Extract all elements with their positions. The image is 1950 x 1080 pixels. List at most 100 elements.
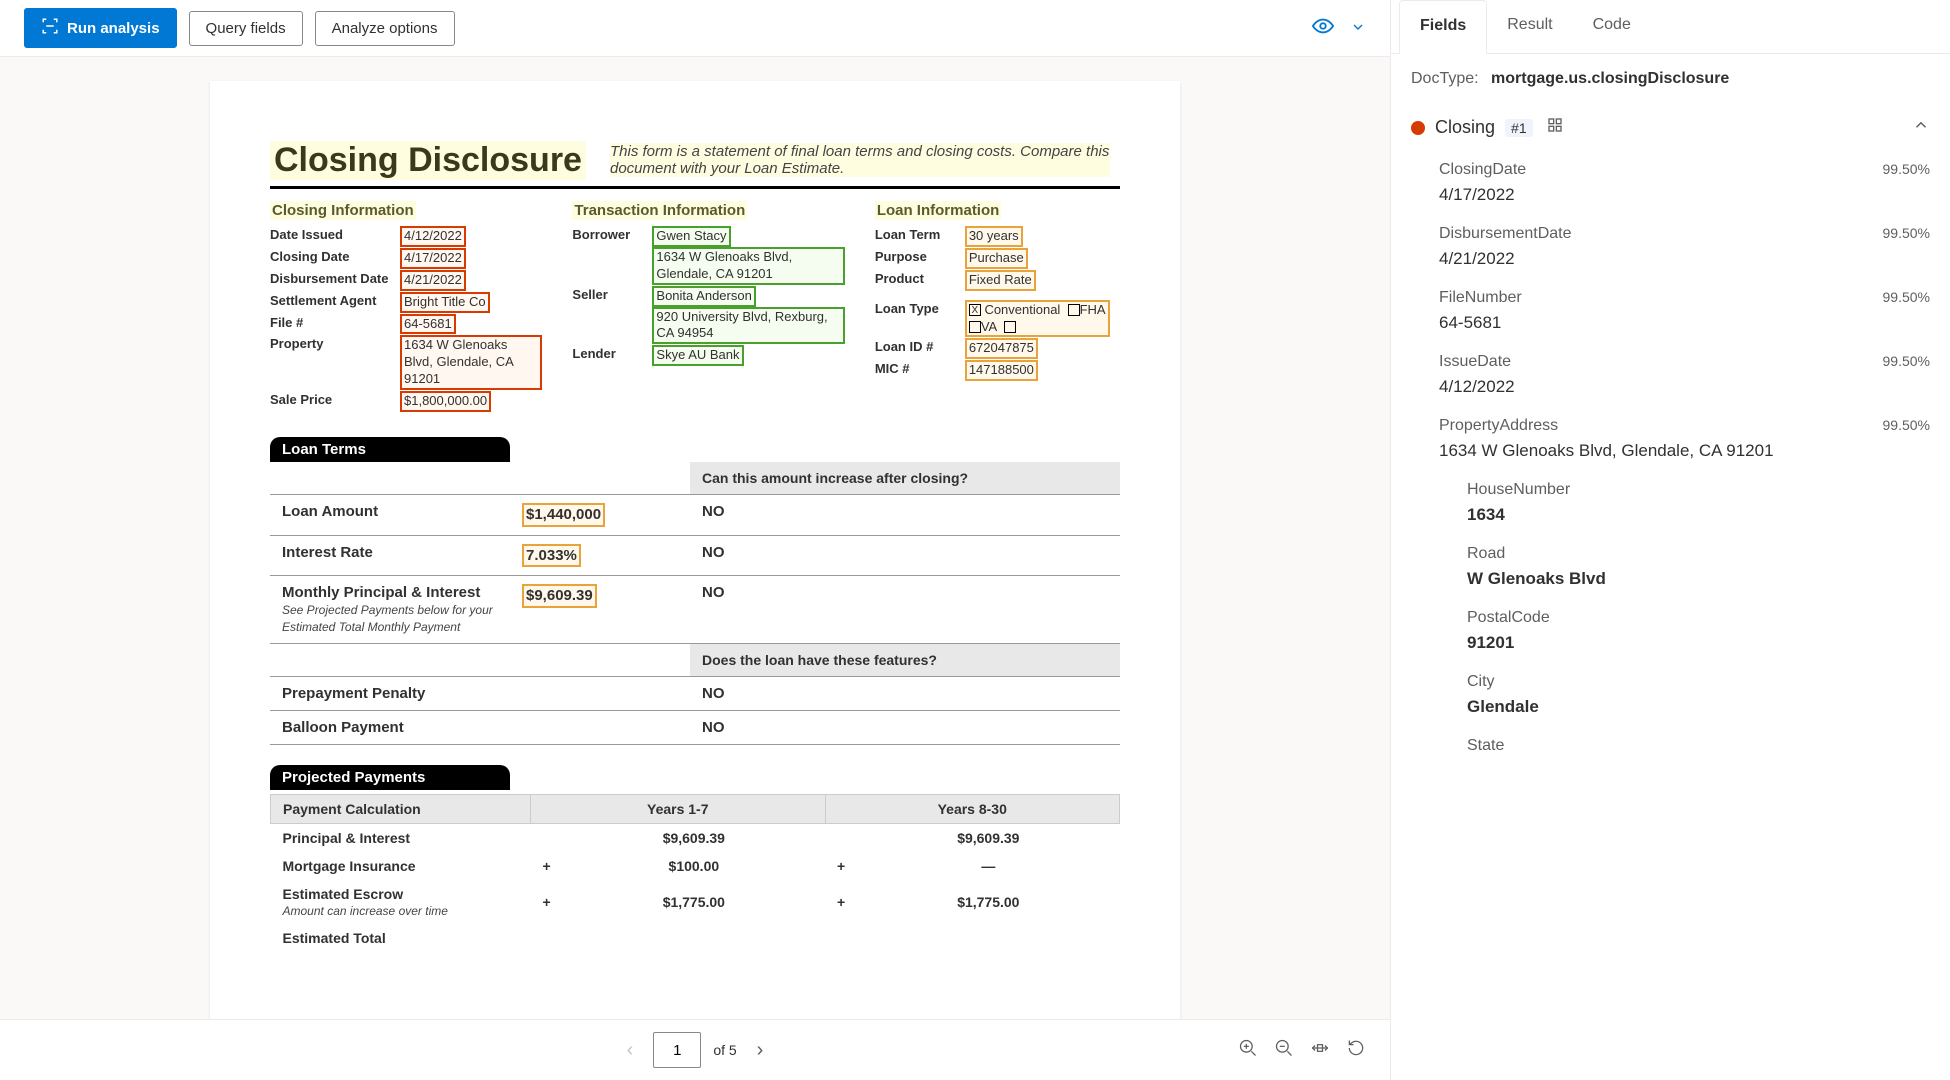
increase-question: Can this amount increase after closing?	[690, 462, 1120, 495]
monthly-pi-label: Monthly Principal & Interest	[282, 584, 480, 601]
lender-label: Lender	[572, 345, 652, 366]
doctype-row: DocType: mortgage.us.closingDisclosure	[1391, 54, 1950, 104]
settlement-agent-value: Bright Title Co	[400, 292, 490, 313]
projected-payments-table: Payment CalculationYears 1-7Years 8-30 P…	[270, 794, 1120, 952]
field-item[interactable]: PropertyAddress99.50%1634 W Glenoaks Blv…	[1411, 407, 1930, 471]
loan-amount-answer: NO	[690, 495, 1120, 536]
fields-content: Closing #1 ClosingDate99.50%4/17/2022Dis…	[1391, 104, 1950, 1080]
monthly-pi-answer: NO	[690, 576, 1120, 644]
mi-830: —	[857, 852, 1119, 880]
subfield-item[interactable]: RoadW Glenoaks Blvd	[1411, 535, 1930, 599]
field-name: PropertyAddress	[1439, 417, 1558, 435]
closing-info-heading: Closing Information	[270, 201, 416, 220]
property-label: Property	[270, 335, 400, 390]
loan-id-label: Loan ID #	[875, 338, 965, 359]
doctype-label: DocType:	[1411, 70, 1479, 87]
subfield-value: 1634	[1467, 505, 1930, 525]
zoom-out-icon[interactable]	[1274, 1038, 1294, 1063]
mi-17: $100.00	[563, 852, 825, 880]
mic-value: 147188500	[965, 360, 1038, 381]
tab-result[interactable]: Result	[1487, 0, 1572, 53]
query-fields-label: Query fields	[206, 20, 286, 37]
chevron-down-icon[interactable]	[1350, 19, 1366, 38]
tab-fields[interactable]: Fields	[1399, 0, 1487, 54]
pi-label: Principal & Interest	[271, 824, 531, 853]
date-issued-value: 4/12/2022	[400, 226, 466, 247]
pi-830: $9,609.39	[857, 824, 1119, 853]
field-item[interactable]: ClosingDate99.50%4/17/2022	[1411, 151, 1930, 215]
analyze-options-button[interactable]: Analyze options	[315, 11, 455, 46]
loan-term-label: Loan Term	[875, 226, 965, 247]
field-value: 4/12/2022	[1439, 377, 1930, 397]
sale-price-label: Sale Price	[270, 391, 400, 412]
chevron-up-icon[interactable]	[1912, 116, 1930, 139]
monthly-pi-note: See Projected Payments below for your Es…	[282, 603, 493, 634]
next-page-button[interactable]: ›	[749, 1035, 772, 1066]
subfield-item[interactable]: CityGlendale	[1411, 663, 1930, 727]
fit-width-icon[interactable]	[1310, 1038, 1330, 1063]
field-item[interactable]: FileNumber99.50%64-5681	[1411, 279, 1930, 343]
doc-subtitle: This form is a statement of final loan t…	[610, 143, 1110, 177]
document-viewer[interactable]: Closing Disclosure This form is a statem…	[0, 57, 1390, 1019]
query-fields-button[interactable]: Query fields	[189, 11, 303, 46]
field-confidence: 99.50%	[1883, 225, 1930, 241]
transaction-info-heading: Transaction Information	[572, 201, 747, 220]
group-header[interactable]: Closing #1	[1411, 104, 1930, 151]
features-question: Does the loan have these features?	[690, 644, 1120, 677]
subfield-name: HouseNumber	[1467, 481, 1930, 499]
loan-terms-heading: Loan Terms	[270, 437, 510, 462]
tabs: Fields Result Code	[1391, 0, 1950, 54]
scan-icon	[41, 17, 59, 39]
borrower-name: Gwen Stacy	[652, 226, 730, 247]
field-value: 1634 W Glenoaks Blvd, Glendale, CA 91201	[1439, 441, 1930, 461]
interest-rate-label: Interest Rate	[270, 535, 510, 576]
field-value: 64-5681	[1439, 313, 1930, 333]
seller-addr: 920 University Blvd, Rexburg, CA 94954	[652, 307, 844, 345]
group-color-dot	[1411, 121, 1425, 135]
prepayment-label: Prepayment Penalty	[270, 677, 510, 711]
loan-terms-table: Can this amount increase after closing? …	[270, 462, 1120, 745]
sale-price-value: $1,800,000.00	[400, 391, 491, 412]
subfield-name: City	[1467, 673, 1930, 691]
field-item[interactable]: DisbursementDate99.50%4/21/2022	[1411, 215, 1930, 279]
purpose-value: Purchase	[965, 248, 1028, 269]
lender-name: Skye AU Bank	[652, 345, 743, 366]
balloon-label: Balloon Payment	[270, 711, 510, 745]
page-number-input[interactable]	[653, 1032, 701, 1068]
subfield-item[interactable]: HouseNumber 1634	[1411, 471, 1930, 535]
loan-amount-label: Loan Amount	[270, 495, 510, 536]
mi-label: Mortgage Insurance	[271, 852, 531, 880]
zoom-in-icon[interactable]	[1238, 1038, 1258, 1063]
mic-label: MIC #	[875, 360, 965, 381]
subfield-name: PostalCode	[1467, 609, 1930, 627]
interest-rate-value: 7.033%	[522, 544, 581, 568]
settlement-agent-label: Settlement Agent	[270, 292, 400, 313]
document-page: Closing Disclosure This form is a statem…	[210, 81, 1180, 1019]
group-name: Closing	[1435, 117, 1495, 138]
field-item[interactable]: IssueDate99.50%4/12/2022	[1411, 343, 1930, 407]
prev-page-button[interactable]: ‹	[619, 1035, 642, 1066]
prepayment-answer: NO	[690, 677, 1120, 711]
seller-label: Seller	[572, 286, 652, 345]
subfield-item[interactable]: State	[1411, 727, 1930, 771]
loan-amount-value: $1,440,000	[522, 503, 605, 527]
borrower-label: Borrower	[572, 226, 652, 285]
right-panel: Fields Result Code DocType: mortgage.us.…	[1390, 0, 1950, 1080]
field-name: IssueDate	[1439, 353, 1511, 371]
file-no-value: 64-5681	[400, 314, 456, 335]
disbursement-date-label: Disbursement Date	[270, 270, 400, 291]
seller-name: Bonita Anderson	[652, 286, 755, 307]
grid-icon[interactable]	[1547, 117, 1563, 138]
rotate-icon[interactable]	[1346, 1038, 1366, 1063]
run-analysis-button[interactable]: Run analysis	[24, 8, 177, 48]
tab-code[interactable]: Code	[1573, 0, 1651, 53]
pi-17: $9,609.39	[563, 824, 825, 853]
disbursement-date-value: 4/21/2022	[400, 270, 466, 291]
subfield-item[interactable]: PostalCode91201	[1411, 599, 1930, 663]
escrow-830: $1,775.00	[857, 880, 1119, 924]
eye-icon[interactable]	[1312, 15, 1334, 42]
payment-calc-label: Payment Calculation	[271, 795, 531, 824]
closing-info-column: Closing Information Date Issued4/12/2022…	[270, 201, 542, 413]
field-confidence: 99.50%	[1883, 289, 1930, 305]
subfield-value: W Glenoaks Blvd	[1467, 569, 1930, 589]
